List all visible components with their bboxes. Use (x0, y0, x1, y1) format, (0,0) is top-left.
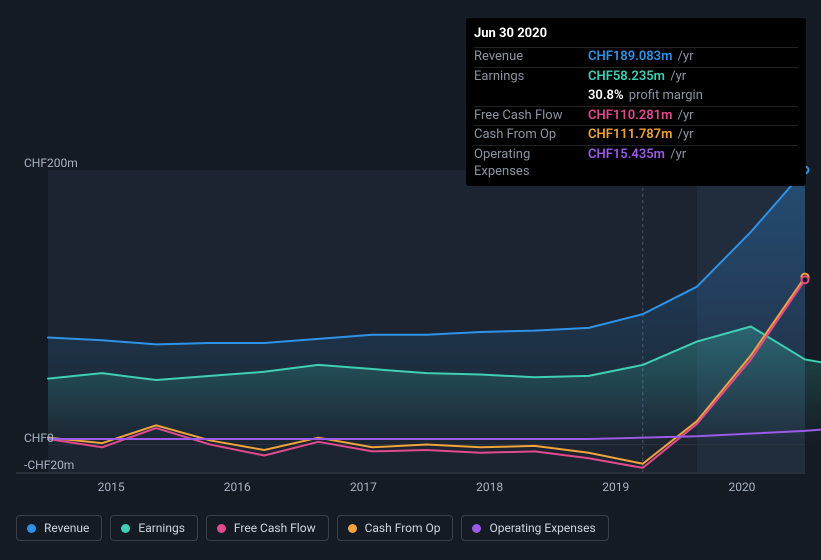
legend-dot-icon (472, 524, 481, 533)
legend-dot-icon (121, 524, 130, 533)
x-tick-label: 2017 (300, 480, 426, 494)
legend-dot-icon (217, 524, 226, 533)
x-tick-label: 2018 (427, 480, 553, 494)
tooltip-row-value: CHF111.787m /yr (588, 127, 694, 144)
legend-item-label: Operating Expenses (489, 521, 595, 535)
legend-dot-icon (348, 524, 357, 533)
legend-item-free-cash-flow[interactable]: Free Cash Flow (206, 515, 329, 541)
tooltip-date: Jun 30 2020 (474, 22, 798, 47)
legend-item-label: Free Cash Flow (234, 521, 316, 535)
x-tick-label: 2015 (48, 480, 174, 494)
tooltip-row: Free Cash FlowCHF110.281m /yr (474, 106, 798, 126)
tooltip-row-label: Free Cash Flow (474, 108, 588, 125)
y-tick-label: CHF0 (24, 431, 54, 445)
legend-item-operating-expenses[interactable]: Operating Expenses (461, 515, 608, 541)
tooltip-row-label: Revenue (474, 49, 588, 66)
tooltip-row-value: CHF15.435m /yr (588, 147, 686, 181)
tooltip-row-label (474, 88, 588, 105)
tooltip-row: EarningsCHF58.235m /yr (474, 67, 798, 87)
legend-dot-icon (27, 524, 36, 533)
legend-item-cash-from-op[interactable]: Cash From Op (337, 515, 454, 541)
chart-tooltip: Jun 30 2020 RevenueCHF189.083m /yrEarnin… (466, 18, 806, 186)
x-tick-label: 2020 (679, 480, 805, 494)
tooltip-row: Operating ExpensesCHF15.435m /yr (474, 145, 798, 182)
legend-item-label: Cash From Op (365, 521, 441, 535)
tooltip-row-label: Operating Expenses (474, 147, 588, 181)
tooltip-row: Cash From OpCHF111.787m /yr (474, 125, 798, 145)
x-axis-labels: 201520162017201820192020 (48, 480, 805, 494)
y-tick-label: -CHF20m (24, 458, 74, 472)
tooltip-row-value: CHF110.281m /yr (588, 108, 694, 125)
tooltip-row-label: Earnings (474, 69, 588, 86)
y-tick-label: CHF200m (24, 156, 78, 170)
x-tick-label: 2016 (174, 480, 300, 494)
legend-item-revenue[interactable]: Revenue (16, 515, 102, 541)
legend-item-label: Earnings (138, 521, 185, 535)
tooltip-row: 30.8% profit margin (474, 87, 798, 106)
tooltip-row-value: 30.8% profit margin (588, 88, 703, 105)
legend-item-earnings[interactable]: Earnings (110, 515, 198, 541)
chart-legend: Revenue Earnings Free Cash Flow Cash From O… (16, 515, 609, 541)
tooltip-row-value: CHF189.083m /yr (588, 49, 694, 66)
tooltip-row: RevenueCHF189.083m /yr (474, 47, 798, 67)
x-tick-label: 2019 (553, 480, 679, 494)
tooltip-row-label: Cash From Op (474, 127, 588, 144)
legend-item-label: Revenue (44, 521, 89, 535)
tooltip-row-value: CHF58.235m /yr (588, 69, 686, 86)
